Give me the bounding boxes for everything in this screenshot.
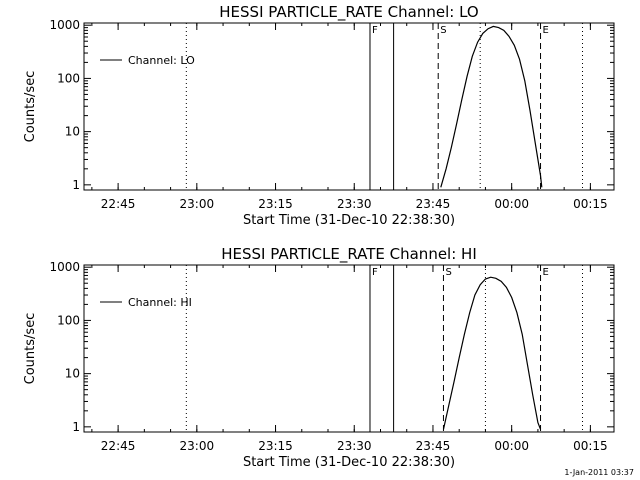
x-tick-label: 00:15 bbox=[573, 197, 608, 211]
y-tick-label: 100 bbox=[57, 313, 80, 327]
x-tick-label: 23:15 bbox=[258, 439, 293, 453]
y-tick-label: 1000 bbox=[49, 260, 80, 274]
x-tick-label: 23:45 bbox=[416, 439, 451, 453]
legend-label: Channel: HI bbox=[128, 296, 192, 309]
chart-title: HESSI PARTICLE_RATE Channel: HI bbox=[221, 245, 477, 264]
x-tick-label: 23:30 bbox=[337, 197, 372, 211]
x-tick-label: 23:00 bbox=[180, 439, 215, 453]
event-marker-label: E bbox=[543, 267, 549, 278]
x-tick-label: 00:00 bbox=[494, 439, 529, 453]
x-tick-label: 22:45 bbox=[101, 439, 136, 453]
y-tick-label: 100 bbox=[57, 71, 80, 85]
x-tick-label: 22:45 bbox=[101, 197, 136, 211]
footer-timestamp: 1-Jan-2011 03:37 bbox=[564, 468, 634, 477]
x-tick-label: 23:30 bbox=[337, 439, 372, 453]
y-axis-label: Counts/sec bbox=[23, 71, 38, 143]
x-tick-label: 00:15 bbox=[573, 439, 608, 453]
event-marker-label: S bbox=[445, 267, 451, 278]
x-tick-label: 23:00 bbox=[180, 197, 215, 211]
x-tick-label: 23:45 bbox=[416, 197, 451, 211]
x-tick-label: 23:15 bbox=[258, 197, 293, 211]
series-line bbox=[442, 276, 542, 430]
y-tick-label: 1 bbox=[72, 178, 80, 192]
event-marker-label: E bbox=[543, 25, 549, 36]
x-tick-label: 00:00 bbox=[494, 197, 529, 211]
x-axis-label: Start Time (31-Dec-10 22:38:30) bbox=[243, 455, 455, 470]
series-line bbox=[440, 25, 543, 188]
y-axis-label: Counts/sec bbox=[23, 313, 38, 385]
chart-panel-2: HESSI PARTICLE_RATE Channel: HI Counts/se… bbox=[23, 245, 615, 470]
plot-frame bbox=[83, 22, 615, 191]
chart-title: HESSI PARTICLE_RATE Channel: LO bbox=[219, 3, 478, 22]
legend-label: Channel: LO bbox=[128, 54, 195, 67]
event-marker-label: S bbox=[440, 25, 446, 36]
y-tick-label: 1000 bbox=[49, 18, 80, 32]
y-tick-label: 10 bbox=[65, 125, 80, 139]
y-tick-label: 1 bbox=[72, 420, 80, 434]
event-marker-label: F bbox=[372, 25, 378, 36]
y-tick-label: 10 bbox=[65, 367, 80, 381]
chart-panel-1: HESSI PARTICLE_RATE Channel: LO Counts/se… bbox=[23, 3, 615, 228]
x-axis-label: Start Time (31-Dec-10 22:38:30) bbox=[243, 213, 455, 228]
event-marker-label: F bbox=[372, 267, 378, 278]
